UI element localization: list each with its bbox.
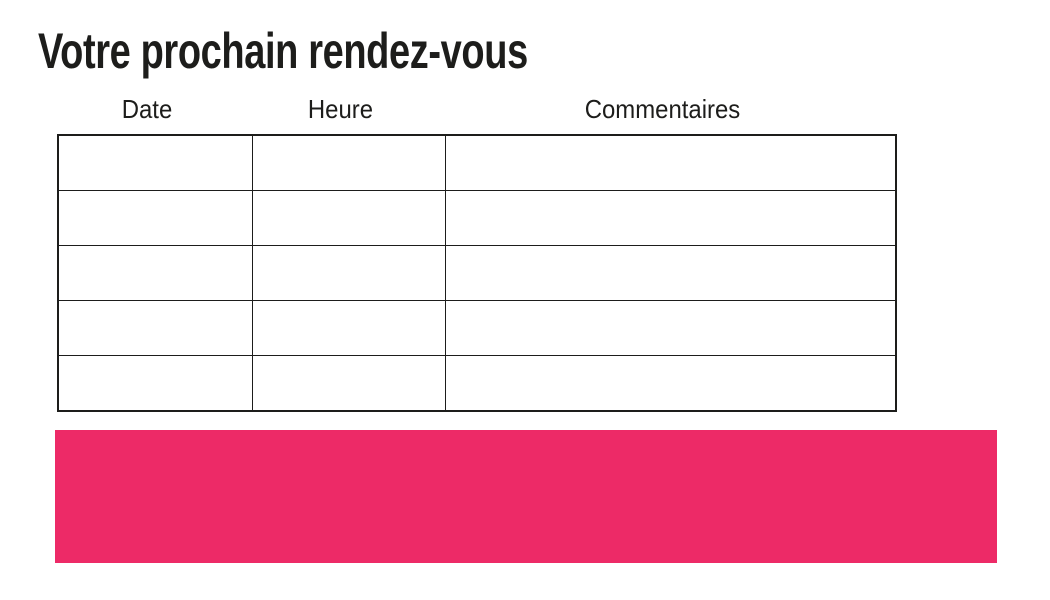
appointments-table-body <box>57 134 897 412</box>
highlight-banner <box>55 430 997 563</box>
table-cell <box>444 355 897 412</box>
appointments-table <box>57 134 897 412</box>
table-cell <box>57 245 253 301</box>
table-cell <box>444 190 897 246</box>
table-row <box>57 190 897 246</box>
table-cell <box>444 134 897 191</box>
table-cell <box>57 134 253 191</box>
table-cell <box>57 300 253 356</box>
table-header-row: Date Heure Commentaires <box>50 95 888 124</box>
table-cell <box>57 355 253 412</box>
column-header-commentaires: Commentaires <box>584 94 741 124</box>
table-cell <box>57 190 253 246</box>
table-cell <box>251 190 446 246</box>
table-cell <box>444 245 897 301</box>
table-cell <box>251 245 446 301</box>
column-header-date: Date <box>121 94 173 124</box>
table-cell <box>251 355 446 412</box>
table-cell <box>251 134 446 191</box>
column-header-heure: Heure <box>307 94 374 124</box>
page-title: Votre prochain rendez-vous <box>38 23 528 79</box>
table-row <box>57 245 897 301</box>
table-cell <box>444 300 897 356</box>
table-row <box>57 300 897 356</box>
table-row <box>57 134 897 191</box>
table-cell <box>251 300 446 356</box>
table-row <box>57 355 897 412</box>
